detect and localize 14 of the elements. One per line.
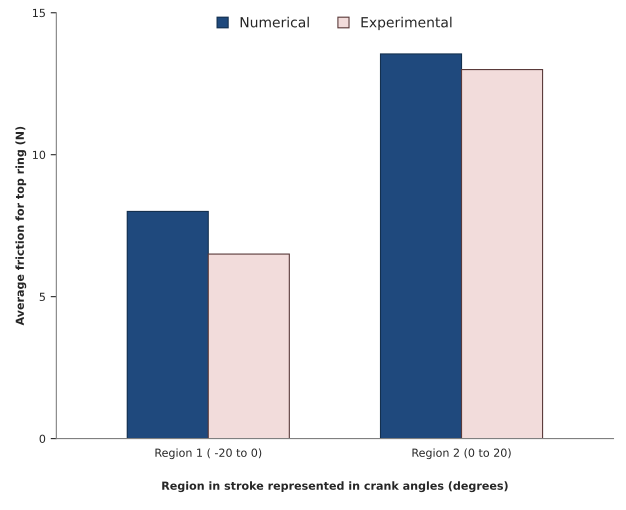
y-tick-label: 5 [40, 292, 45, 302]
x-axis-title: Region in stroke represented in crank angles (degrees) [162, 481, 508, 492]
bar [126, 210, 209, 439]
legend-label: Experimental [361, 16, 452, 30]
bar [460, 68, 544, 439]
x-tick-label: Region 2 (0 to 20) [412, 448, 511, 460]
y-tick-label: 15 [33, 8, 45, 18]
y-tick-label: 10 [33, 150, 46, 160]
bar [380, 53, 462, 439]
bar [208, 254, 290, 439]
legend-label: Numerical [240, 16, 309, 28]
y-tick-label: 0 [40, 434, 46, 443]
x-tick-label: Region 1 ( -20 to 0) [155, 448, 262, 460]
y-axis-title: Average friction for top ring (N) [15, 126, 26, 326]
